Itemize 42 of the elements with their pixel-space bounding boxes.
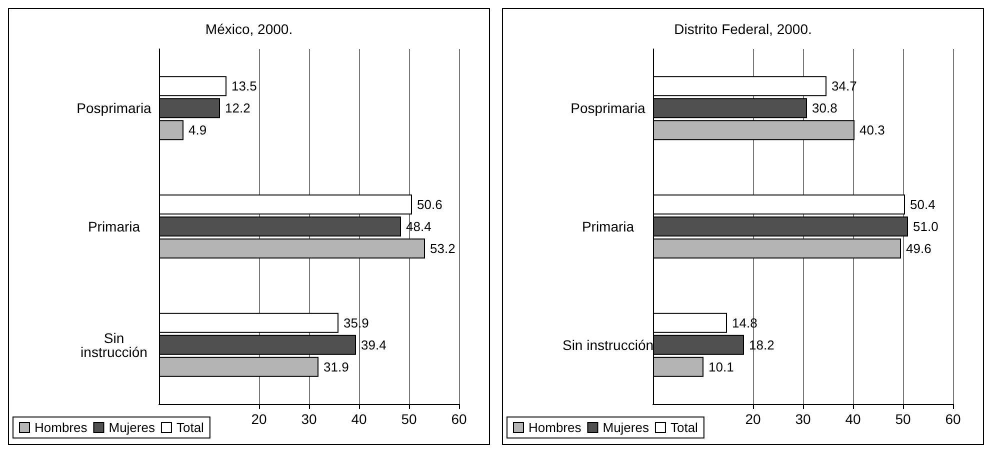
legend-label: Mujeres bbox=[602, 420, 650, 435]
x-tick-label: 50 bbox=[895, 411, 911, 427]
y-tick-label: Posprimaria bbox=[570, 100, 646, 116]
data-label: 51.0 bbox=[913, 219, 938, 234]
legend-label: Hombres bbox=[34, 420, 88, 435]
y-tick-label: Sin instrucción bbox=[562, 336, 654, 353]
data-label: 50.6 bbox=[417, 197, 442, 212]
legend-label: Mujeres bbox=[108, 420, 156, 435]
data-label: 14.8 bbox=[732, 315, 758, 330]
data-label: 10.1 bbox=[708, 359, 734, 374]
data-label: 4.9 bbox=[188, 122, 207, 138]
data-label: 39.4 bbox=[361, 337, 386, 352]
data-label: 13.5 bbox=[232, 78, 257, 94]
data-label: 18.2 bbox=[749, 337, 774, 352]
data-label: 49.6 bbox=[906, 241, 932, 256]
data-label: 53.2 bbox=[430, 241, 456, 256]
data-label: 30.8 bbox=[812, 100, 838, 116]
x-tick-label: 60 bbox=[451, 411, 467, 427]
y-tick-label: Primaria bbox=[582, 218, 634, 234]
chart-title: México, 2000. bbox=[205, 21, 293, 37]
data-label: 50.4 bbox=[910, 197, 936, 212]
data-label: 40.3 bbox=[860, 122, 885, 138]
data-label: 35.9 bbox=[344, 315, 369, 330]
legend-label: Total bbox=[670, 420, 698, 435]
x-tick-label: 40 bbox=[351, 411, 367, 427]
x-tick-label: 30 bbox=[795, 411, 811, 427]
data-label: 12.2 bbox=[225, 100, 250, 116]
data-label: 34.7 bbox=[832, 78, 857, 94]
x-tick-label: 20 bbox=[745, 411, 761, 427]
y-tick-label: Primaria bbox=[88, 218, 140, 234]
chart-title: Distrito Federal, 2000. bbox=[674, 21, 812, 37]
x-tick-label: 60 bbox=[945, 411, 961, 427]
data-label: 48.4 bbox=[406, 219, 432, 234]
x-tick-label: 40 bbox=[845, 411, 861, 427]
y-tick-label: Posprimaria bbox=[76, 100, 152, 116]
x-tick-label: 20 bbox=[251, 411, 267, 427]
legend-label: Total bbox=[176, 420, 204, 435]
y-tick-label: Sin instrucción bbox=[80, 330, 148, 360]
x-tick-label: 50 bbox=[401, 411, 417, 427]
data-label: 31.9 bbox=[324, 359, 349, 374]
legend-label: Hombres bbox=[528, 420, 582, 435]
x-tick-label: 30 bbox=[301, 411, 317, 427]
